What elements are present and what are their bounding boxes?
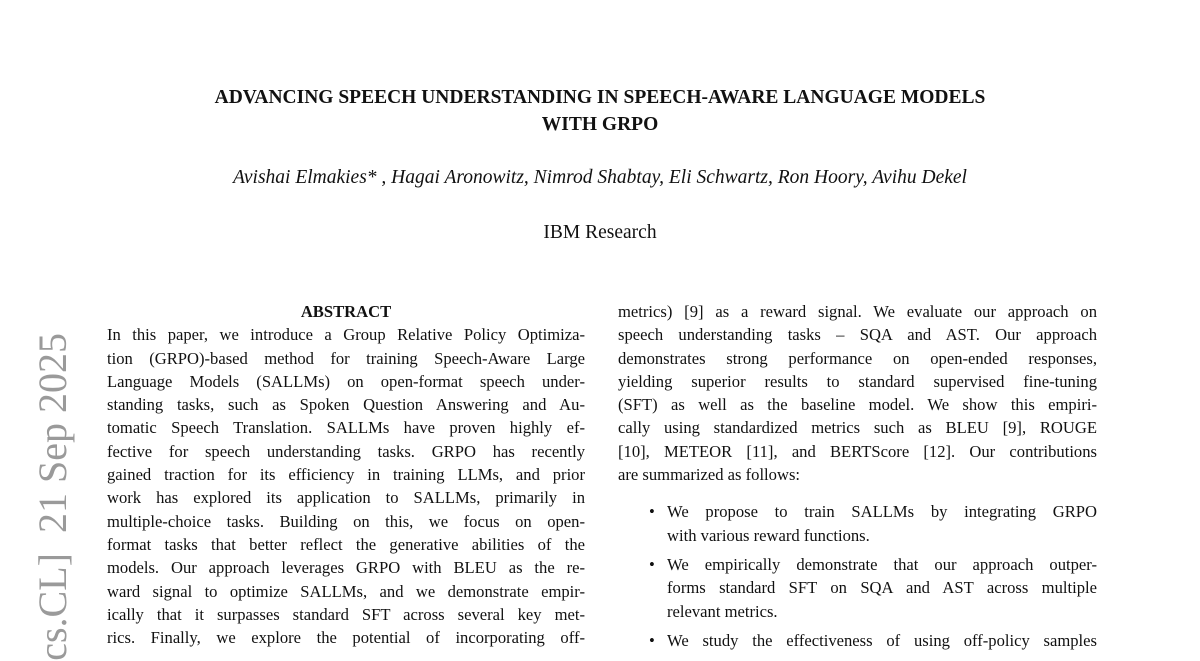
text-line: fective for speech understanding tasks. … xyxy=(107,441,585,461)
text-line: tomatic Speech Translation. SALLMs have … xyxy=(107,418,585,438)
affiliation: IBM Research xyxy=(543,222,657,243)
text-line: speech understanding tasks – SQA and AST… xyxy=(618,325,1097,345)
right-column: metrics) [9] as a reward signal. We eval… xyxy=(618,300,1097,658)
text-line: tion (GRPO)-based method for training Sp… xyxy=(107,348,585,368)
bullet-icon: • xyxy=(649,630,655,650)
contribution-item: • We study the effectiveness of using off… xyxy=(618,629,1097,652)
contribution-item: • We empirically demonstrate that our app… xyxy=(618,553,1097,623)
text-line: format tasks that better reflect the gen… xyxy=(107,534,585,554)
text-line: We empirically demonstrate that our appr… xyxy=(667,554,1097,574)
text-line: (SFT) as well as the baseline model. We … xyxy=(618,395,1097,415)
text-line: cally using standardized metrics such as… xyxy=(618,418,1097,438)
bullet-icon: • xyxy=(649,554,655,574)
text-line: rics. Finally, we explore the potential … xyxy=(107,628,585,648)
paper-title: ADVANCING SPEECH UNDERSTANDING IN SPEECH… xyxy=(0,84,1200,138)
text-line: metrics) [9] as a reward signal. We eval… xyxy=(618,302,1097,321)
title-line: WITH GRPO xyxy=(541,114,659,135)
text-line: We study the effectiveness of using off-… xyxy=(667,630,1097,650)
text-line: yielding superior results to standard su… xyxy=(618,371,1097,391)
text-line: We propose to train SALLMs by integratin… xyxy=(667,502,1097,522)
text-line: demonstrates strong performance on open-… xyxy=(618,348,1097,368)
text-line: relevant metrics. xyxy=(667,601,778,621)
contributions-list: • We propose to train SALLMs by integrati… xyxy=(618,500,1097,652)
text-line: Language Models (SALLMs) on open-format … xyxy=(107,371,585,391)
text-line: with various reward functions. xyxy=(667,525,870,545)
text-line: [10], METEOR [11], and BERTScore [12]. O… xyxy=(618,441,1097,461)
text-line: work has explored its application to SAL… xyxy=(107,488,585,508)
text-line: In this paper, we introduce a Group Rela… xyxy=(107,325,585,345)
authors: Avishai Elmakies* , Hagai Aronowitz, Nim… xyxy=(233,167,967,188)
abstract-column: ABSTRACT In this paper, we introduce a G… xyxy=(107,300,585,649)
bullet-icon: • xyxy=(649,502,655,522)
abstract-heading: ABSTRACT xyxy=(300,302,392,321)
text-line: standing tasks, such as Spoken Question … xyxy=(107,395,585,415)
text-line: gained traction for its efficiency in tr… xyxy=(107,465,585,485)
text-line: models. Our approach leverages GRPO with… xyxy=(107,558,585,578)
text-line: are summarized as follows: xyxy=(618,465,801,485)
text-line: forms standard SFT on SQA and AST across… xyxy=(667,578,1097,598)
arxiv-sidebar-stamp: cs.CL] 21 Sep 2025 xyxy=(30,333,75,661)
text-line: ically that it surpasses standard SFT ac… xyxy=(107,604,585,624)
contribution-item: • We propose to train SALLMs by integrati… xyxy=(618,500,1097,547)
text-line: ward signal to optimize SALLMs, and we d… xyxy=(107,581,585,601)
title-line: ADVANCING SPEECH UNDERSTANDING IN SPEECH… xyxy=(214,87,986,108)
text-line: multiple-choice tasks. Building on this,… xyxy=(107,511,585,531)
